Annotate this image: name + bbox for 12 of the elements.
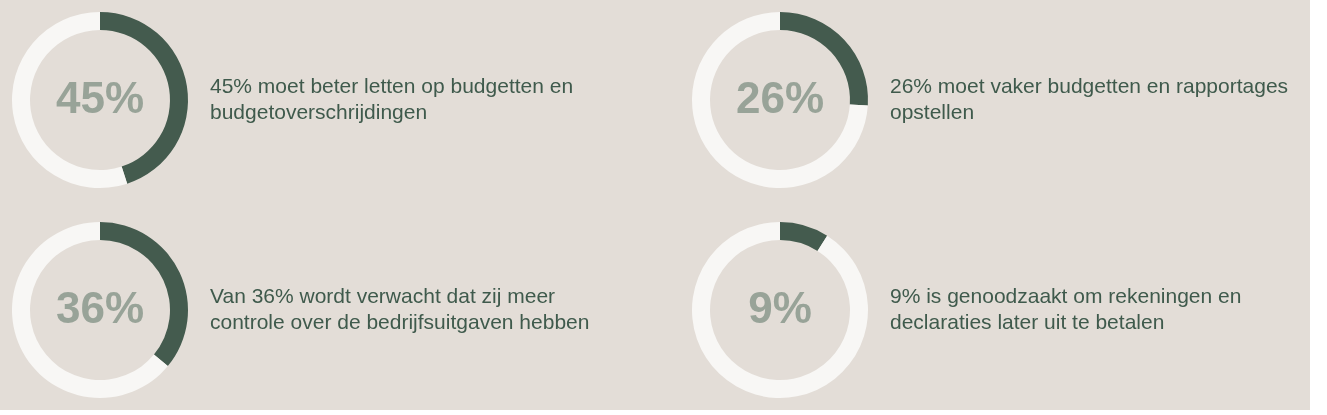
text: 26% moet vaker budgetten en rapportages opstellen — [890, 74, 1289, 123]
data-label: 9% — [748, 283, 812, 332]
data-label: 45% — [55, 73, 145, 122]
data-label: 36% — [55, 283, 145, 332]
data-label: 26% — [735, 73, 825, 122]
text: 9% is genoodzaakt om rekeningen en declaraties later uit te betalen — [890, 284, 1242, 333]
text: Van 36% wordt verwacht dat zij meer controle over de bedrijfsuitgaven hebben — [210, 284, 590, 333]
donut-slice — [692, 12, 868, 188]
donut-slice — [692, 222, 868, 398]
donut-slice — [12, 222, 168, 398]
text: 45% moet beter letten op budgetten en budgetoverschrijdingen — [210, 74, 574, 123]
donut-slice — [780, 222, 828, 251]
